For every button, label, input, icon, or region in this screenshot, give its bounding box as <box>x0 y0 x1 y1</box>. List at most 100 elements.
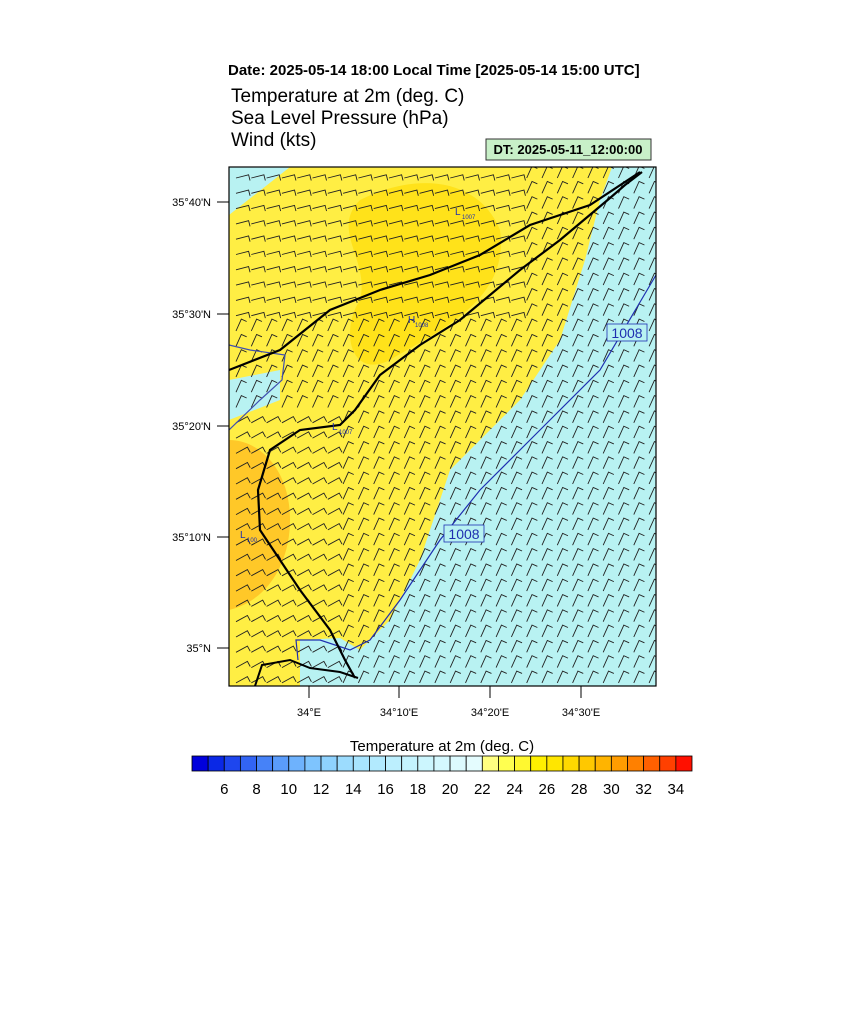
wind-barb <box>618 226 630 240</box>
wind-barb <box>403 563 416 576</box>
wind-barb <box>342 563 354 576</box>
wind-barb <box>480 281 496 288</box>
wind-barb <box>388 266 404 273</box>
wind-barb <box>465 578 477 592</box>
wind-barb <box>633 196 645 209</box>
wind-barb <box>526 440 538 454</box>
wind-barb <box>235 492 251 500</box>
wind-barb <box>526 167 538 179</box>
wind-barb <box>602 196 615 209</box>
wind-barb <box>495 349 507 362</box>
wind-barb <box>434 250 450 258</box>
wind-barb <box>373 440 385 454</box>
wind-barb <box>358 311 373 319</box>
wind-barb <box>541 639 553 653</box>
wind-barb <box>587 333 599 347</box>
wind-barb <box>404 266 419 273</box>
wind-barb <box>419 395 431 408</box>
wind-barb <box>266 538 282 546</box>
wind-barb <box>342 281 358 288</box>
wind-barb <box>403 624 416 638</box>
isobar <box>295 274 656 661</box>
wind-barb <box>342 220 358 227</box>
wind-barb <box>618 349 630 362</box>
wind-barb <box>296 318 309 332</box>
wind-barb <box>388 639 400 653</box>
wind-barb <box>633 287 645 301</box>
wind-barb <box>403 609 416 622</box>
wind-barb <box>235 507 251 515</box>
wind-barb <box>495 174 511 181</box>
wind-barb <box>495 395 507 408</box>
wind-barb <box>419 517 431 531</box>
wind-barb <box>495 532 507 546</box>
wind-barb <box>556 655 569 668</box>
wind-barb <box>266 204 282 212</box>
wind-barb <box>281 584 297 592</box>
wind-barb <box>342 204 358 212</box>
wind-barb <box>648 670 656 684</box>
wind-barb <box>266 311 282 319</box>
wind-barb <box>587 287 599 301</box>
wind-barb <box>403 379 416 393</box>
wind-barb <box>342 578 354 592</box>
wind-barb <box>373 281 389 288</box>
wind-barb <box>281 333 293 347</box>
wind-barb <box>312 379 324 393</box>
wind-barb <box>419 502 431 515</box>
wind-barb <box>404 250 419 258</box>
wind-barb <box>618 517 630 531</box>
wind-barb <box>465 235 480 242</box>
wind-barb <box>556 548 569 561</box>
wind-barb <box>572 287 584 301</box>
wind-barb <box>572 609 584 622</box>
wind-barb <box>541 257 553 270</box>
dt-label: DT: 2025-05-11_12:00:00 <box>494 142 643 157</box>
wind-barb <box>465 189 480 196</box>
wind-barb <box>510 624 523 638</box>
wind-barb <box>480 379 492 393</box>
wind-barb <box>342 532 354 546</box>
wind-barb <box>419 281 435 288</box>
wind-barb <box>434 471 446 485</box>
wind-barb <box>541 287 553 301</box>
wind-barb <box>495 204 511 212</box>
wind-barb <box>342 333 354 347</box>
wind-barb <box>251 614 266 623</box>
wind-barb <box>434 502 446 515</box>
wind-barb <box>495 517 507 531</box>
wind-barb <box>419 471 431 485</box>
wind-barb <box>495 333 507 347</box>
wind-barb <box>388 578 400 592</box>
wind-barb <box>618 287 630 301</box>
wind-barb <box>572 456 584 469</box>
wind-barb <box>618 257 630 270</box>
wind-barb <box>556 517 569 531</box>
wind-barb <box>480 364 492 378</box>
wind-barb <box>297 250 312 258</box>
wind-barb <box>327 492 343 500</box>
wind-barb <box>403 548 416 561</box>
wind-barb <box>327 318 339 332</box>
wind-barb <box>633 211 645 225</box>
wind-barb <box>618 440 630 454</box>
wind-barb <box>526 624 538 638</box>
wind-barb <box>450 296 465 303</box>
colorbar-box <box>659 755 677 772</box>
wind-barb <box>266 676 282 684</box>
wind-barb <box>465 456 477 469</box>
colorbar-box <box>465 755 483 772</box>
wind-barb <box>648 242 656 255</box>
wind-barb <box>572 379 584 393</box>
wind-barb <box>602 395 615 408</box>
wind-barb <box>602 379 615 393</box>
wind-barb <box>648 395 656 408</box>
wind-barb <box>449 609 462 622</box>
wind-barb <box>327 311 343 319</box>
wind-barb <box>419 410 431 423</box>
wind-barb <box>526 226 538 240</box>
wind-barb <box>633 395 645 408</box>
wind-barb <box>251 507 266 515</box>
wind-barb <box>648 548 656 561</box>
wind-barb <box>388 456 400 469</box>
